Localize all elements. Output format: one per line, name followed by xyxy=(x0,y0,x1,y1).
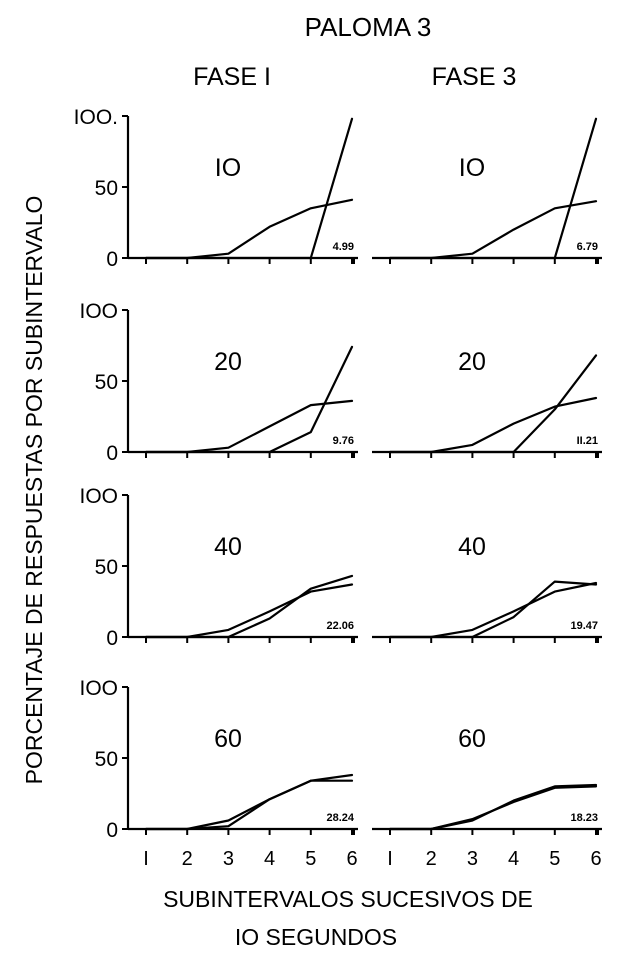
series-line-1 xyxy=(144,574,354,639)
series-line-0 xyxy=(388,200,598,260)
series-line-1 xyxy=(144,117,354,260)
panel-2-1: 40 19.47 xyxy=(372,533,602,643)
x-tick-label: 6 xyxy=(590,848,601,870)
x-tick-label: I xyxy=(143,848,149,870)
y-tick-label: IOO xyxy=(79,485,118,508)
x-tick-label: 3 xyxy=(467,848,478,870)
y-tick-label: 50 xyxy=(95,748,118,771)
panel-label: 20 xyxy=(458,348,486,376)
panels-group: 050IOO.IO4.99IO6.79050IOO209.7620II.2105… xyxy=(74,106,602,870)
panel-label: IO xyxy=(215,154,241,182)
y-tick-label: IOO. xyxy=(74,106,118,129)
y-axis-label: PORCENTAJE DE RESPUESTAS POR SUBINTERVAL… xyxy=(21,196,47,785)
series-line-1 xyxy=(388,580,598,639)
panel-1-0: 0 50 IOO 20 9.76 xyxy=(79,300,358,465)
series-line-0 xyxy=(144,773,354,831)
x-tick-label: 4 xyxy=(264,848,275,870)
x-tick-label: 2 xyxy=(426,848,437,870)
panel-3-1: 60 18.23 xyxy=(372,725,602,835)
y-tick-label: 50 xyxy=(95,371,118,394)
x-tick-label: 5 xyxy=(549,848,560,870)
y-tick-label: IOO xyxy=(79,300,118,323)
column-title-fase-3: FASE 3 xyxy=(432,63,517,91)
series-line-0 xyxy=(144,583,354,639)
panel-label: 20 xyxy=(214,348,242,376)
panel-corner-value: II.21 xyxy=(577,435,598,447)
column-title-fase-1: FASE I xyxy=(193,63,271,91)
series-line-1 xyxy=(144,779,354,831)
panel-label: 40 xyxy=(214,533,242,561)
x-tick-label: 5 xyxy=(305,848,316,870)
x-axis-label-line-1: SUBINTERVALOS SUCESIVOS DE xyxy=(163,886,533,912)
series-line-1 xyxy=(388,117,598,260)
panel-label: 40 xyxy=(458,533,486,561)
panel-label: 60 xyxy=(458,725,486,753)
panel-corner-value: 4.99 xyxy=(333,241,354,253)
panel-label: 60 xyxy=(214,725,242,753)
y-tick-label: IOO xyxy=(79,677,118,700)
x-tick-label: I xyxy=(387,848,393,870)
panel-0-1: IO 6.79 xyxy=(372,117,602,264)
panel-0-0: 0 50 IOO. IO 4.99 xyxy=(74,106,358,271)
x-tick-label: 6 xyxy=(346,848,357,870)
y-tick-label: 0 xyxy=(106,248,118,271)
y-tick-label: 0 xyxy=(106,627,118,650)
panel-label: IO xyxy=(459,154,485,182)
y-tick-label: 50 xyxy=(95,177,118,200)
series-line-1 xyxy=(144,345,354,454)
panel-corner-value: 28.24 xyxy=(326,812,354,824)
panel-corner-value: 6.79 xyxy=(577,241,598,253)
panel-3-0: 0 50 IOO 60 28.24 xyxy=(79,677,358,842)
series-line-0 xyxy=(144,198,354,260)
x-tick-label: 4 xyxy=(508,848,519,870)
panel-2-0: 0 50 IOO 40 22.06 xyxy=(79,485,358,650)
panel-corner-value: 18.23 xyxy=(570,812,598,824)
x-tick-label: 3 xyxy=(223,848,234,870)
panel-corner-value: 22.06 xyxy=(326,620,354,632)
x-tick-label: 2 xyxy=(182,848,193,870)
y-tick-label: 0 xyxy=(106,442,118,465)
panel-corner-value: 19.47 xyxy=(570,620,598,632)
chart-title: PALOMA 3 xyxy=(305,12,432,42)
panel-corner-value: 9.76 xyxy=(333,435,354,447)
series-line-1 xyxy=(388,785,598,831)
series-line-0 xyxy=(388,396,598,454)
y-tick-label: 0 xyxy=(106,819,118,842)
series-line-0 xyxy=(388,783,598,831)
y-tick-label: 50 xyxy=(95,556,118,579)
series-line-0 xyxy=(388,581,598,639)
series-line-1 xyxy=(388,354,598,454)
x-axis-label-line-2: IO SEGUNDOS xyxy=(235,924,397,950)
panel-1-1: 20 II.21 xyxy=(372,348,602,458)
